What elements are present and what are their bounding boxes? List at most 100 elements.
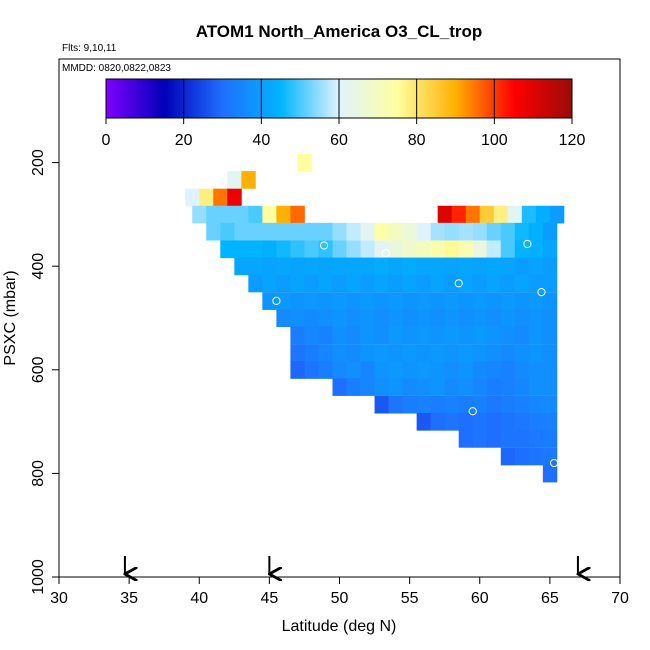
sample-point bbox=[342, 409, 351, 418]
heatmap-cell bbox=[528, 361, 544, 379]
heatmap-cell bbox=[479, 205, 495, 224]
heatmap-cell bbox=[528, 222, 544, 241]
sample-point bbox=[454, 279, 463, 288]
heatmap-cell bbox=[486, 344, 502, 362]
heatmap-cell bbox=[374, 395, 389, 414]
heatmap-cell bbox=[304, 257, 319, 276]
heatmap-cell bbox=[332, 344, 347, 362]
heatmap-cell bbox=[549, 205, 565, 224]
heatmap-cell bbox=[388, 344, 404, 362]
heatmap-cell bbox=[514, 309, 530, 328]
heatmap-cell bbox=[486, 309, 502, 328]
heatmap-cell bbox=[500, 412, 516, 431]
x-tick-label: 35 bbox=[120, 590, 138, 607]
heatmap-cell bbox=[430, 361, 446, 379]
heatmap-cell bbox=[458, 222, 474, 241]
heatmap-cell bbox=[360, 344, 375, 362]
heatmap-cells bbox=[185, 153, 565, 483]
heatmap-cell bbox=[416, 395, 432, 414]
heatmap-cell bbox=[402, 309, 418, 328]
heatmap-cell bbox=[500, 344, 516, 362]
heatmap-cell bbox=[458, 309, 474, 328]
heatmap-cell bbox=[388, 378, 404, 396]
heatmap-cell bbox=[290, 222, 305, 241]
heatmap-cell bbox=[276, 309, 291, 328]
heatmap-cell bbox=[248, 274, 263, 293]
heatmap-cell bbox=[332, 240, 347, 259]
heatmap-cell bbox=[542, 412, 558, 431]
heatmap-cell bbox=[500, 361, 516, 379]
heatmap-cell bbox=[227, 188, 242, 207]
heatmap-cell bbox=[458, 240, 474, 259]
heatmap-cell bbox=[346, 326, 361, 345]
x-tick-label: 50 bbox=[331, 590, 349, 607]
heatmap-cell bbox=[402, 344, 418, 362]
heatmap-cell bbox=[332, 222, 347, 241]
heatmap-cell bbox=[318, 326, 333, 345]
heatmap-cell bbox=[304, 274, 319, 293]
heatmap-cell bbox=[248, 205, 263, 224]
heatmap-cell bbox=[535, 205, 551, 224]
heatmap-cell bbox=[500, 309, 516, 328]
y-axis-label: PSXC (mbar) bbox=[2, 270, 19, 365]
heatmap-cell bbox=[500, 326, 516, 345]
heatmap-cell bbox=[206, 205, 221, 224]
heatmap-cell bbox=[430, 395, 446, 414]
heatmap-cell bbox=[472, 412, 488, 431]
heatmap-cell bbox=[507, 205, 523, 224]
colorbar-tick-label: 20 bbox=[175, 132, 193, 149]
heatmap-cell bbox=[514, 240, 530, 259]
heatmap-cell bbox=[374, 309, 389, 328]
heatmap-cell bbox=[542, 378, 558, 396]
heatmap-cell bbox=[199, 188, 214, 207]
sample-point bbox=[464, 470, 473, 479]
heatmap-cell bbox=[444, 274, 460, 293]
x-tick-label: 65 bbox=[541, 590, 559, 607]
heatmap-cell bbox=[542, 447, 558, 466]
dates-note: MMDD: 0820,0822,0823 bbox=[62, 63, 171, 74]
heatmap-cell bbox=[444, 395, 460, 414]
heatmap-cell bbox=[444, 326, 460, 345]
sample-point bbox=[537, 288, 546, 297]
heatmap-cell bbox=[444, 344, 460, 362]
heatmap-cell bbox=[318, 240, 333, 259]
heatmap-cell bbox=[374, 274, 389, 293]
heatmap-cell bbox=[402, 361, 418, 379]
heatmap-cell bbox=[528, 447, 544, 466]
sample-points bbox=[272, 239, 569, 553]
colorbar-tick-label: 120 bbox=[559, 132, 586, 149]
heatmap-cell bbox=[514, 292, 530, 310]
x-tick-label: 55 bbox=[401, 590, 419, 607]
heatmap-cell bbox=[542, 257, 558, 276]
heatmap-cell bbox=[430, 412, 446, 431]
heatmap-cell bbox=[542, 395, 558, 414]
heatmap-cell bbox=[360, 326, 375, 345]
heatmap-cell bbox=[486, 240, 502, 259]
heatmap-cell bbox=[542, 430, 558, 448]
heatmap-cell bbox=[262, 205, 277, 224]
heatmap-cell bbox=[290, 257, 305, 276]
colorbar-tick-label: 80 bbox=[408, 132, 426, 149]
heatmap-cell bbox=[486, 222, 502, 241]
heatmap-cell bbox=[500, 430, 516, 448]
heatmap-cell bbox=[360, 222, 375, 241]
chart-title: ATOM1 North_America O3_CL_trop bbox=[196, 22, 483, 41]
y-tick-label: 200 bbox=[30, 149, 47, 176]
colorbar: 0 20 40 60 80 100 120 bbox=[102, 78, 586, 149]
heatmap-cell bbox=[374, 240, 389, 259]
heatmap-cell bbox=[472, 361, 488, 379]
sample-point bbox=[381, 249, 390, 258]
heatmap-cell bbox=[416, 309, 432, 328]
heatmap-cell bbox=[514, 378, 530, 396]
heatmap-cell bbox=[465, 205, 481, 224]
heatmap-cell bbox=[500, 257, 516, 276]
heatmap-cell bbox=[486, 292, 502, 310]
heatmap-cell bbox=[360, 309, 375, 328]
heatmap-cell bbox=[486, 430, 502, 448]
heatmap-cell bbox=[430, 257, 446, 276]
latitude-arrows bbox=[125, 556, 578, 574]
heatmap-cell bbox=[388, 395, 404, 414]
heatmap-cell bbox=[542, 361, 558, 379]
sample-point bbox=[559, 239, 569, 249]
